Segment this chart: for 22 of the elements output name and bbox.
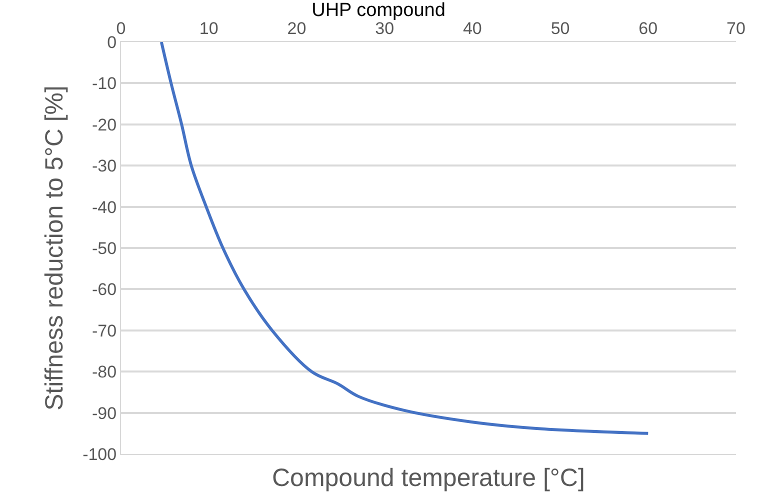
x-tick-label: 70 (726, 19, 746, 38)
line-series (160, 42, 650, 435)
x-tick-label: 30 (375, 19, 394, 38)
y-tick-label: -80 (92, 362, 117, 382)
chart-title: UHP compound (312, 0, 446, 21)
y-tick-label: -60 (92, 280, 117, 300)
y-axis-title: Stiffness reduction to 5°C [%] (40, 86, 68, 410)
y-tick-label: -100 (82, 444, 117, 464)
y-tick-label: -20 (92, 115, 117, 134)
y-tick-label: -70 (92, 321, 117, 340)
x-tick-label: 20 (287, 19, 306, 38)
x-tick-label: 60 (638, 19, 658, 38)
y-tick-label: 0 (107, 32, 117, 52)
x-tick-label: 10 (199, 19, 218, 38)
x-tick-label: 40 (462, 19, 482, 38)
x-tick-label: 50 (550, 19, 570, 38)
y-tick-label: -40 (92, 198, 117, 217)
y-tick-label: -90 (92, 404, 117, 423)
y-tick-label: -50 (92, 238, 117, 258)
y-tick-label: -10 (92, 74, 117, 94)
x-axis-title: Compound temperature [°C] (272, 464, 585, 492)
y-tick-label: -30 (92, 156, 117, 176)
